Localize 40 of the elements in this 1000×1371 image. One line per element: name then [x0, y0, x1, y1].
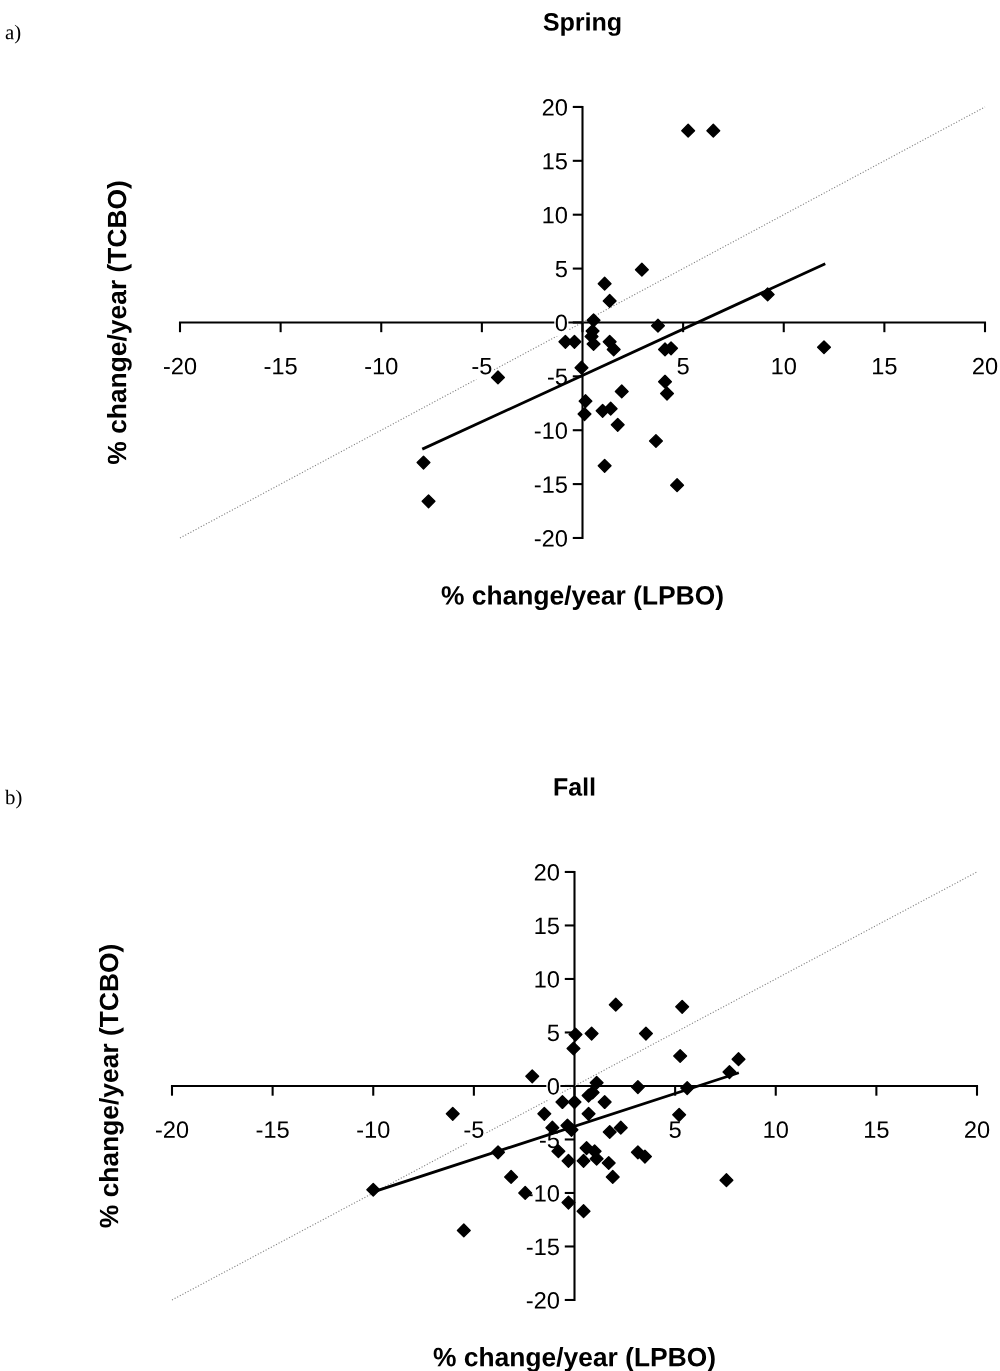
x-axis-title: % change/year (LPBO)	[433, 1347, 715, 1371]
x-tick-label: 5	[669, 1121, 681, 1139]
y-tick-label: -20	[534, 530, 567, 547]
x-tick-label: -10	[365, 357, 398, 375]
y-tick-label: -20	[526, 1292, 559, 1309]
x-tick-label: -15	[264, 358, 297, 375]
y-tick-label: 10	[535, 971, 559, 988]
y-tick-label: 0	[547, 1078, 559, 1095]
x-tick-label: -20	[155, 1121, 189, 1139]
chart-title: Fall	[554, 777, 595, 796]
x-tick-label: 20	[965, 1121, 990, 1139]
x-tick-label: -10	[357, 1121, 390, 1139]
y-tick-label: 15	[543, 153, 567, 170]
y-tick-label: 15	[535, 917, 559, 935]
x-tick-label: 10	[764, 1121, 788, 1139]
y-tick-label: 5	[547, 1024, 559, 1042]
x-tick-label: -5	[472, 358, 492, 375]
y-tick-label: -10	[534, 422, 567, 440]
y-tick-label: 20	[542, 99, 567, 116]
x-tick-label: -15	[256, 1121, 289, 1139]
x-tick-label: 15	[865, 1121, 889, 1139]
x-tick-label: 5	[677, 358, 689, 375]
text: a)	[5, 24, 21, 44]
y-tick-label: -15	[534, 476, 567, 493]
x-tick-label: -5	[464, 1121, 484, 1139]
y-tick-label: 20	[534, 864, 559, 881]
y-tick-label: 5	[555, 260, 567, 278]
chart-title: Spring	[543, 12, 621, 36]
x-axis-title: % change/year (LPBO)	[441, 585, 723, 611]
y-tick-label: -15	[526, 1238, 559, 1256]
text: b)	[5, 789, 22, 809]
y-tick-label: 10	[543, 206, 567, 224]
y-axis-title: % change/year (TCBO)	[106, 181, 132, 465]
y-axis-title: % change/year (TCBO)	[98, 945, 124, 1228]
x-tick-label: -20	[163, 357, 197, 375]
y-tick-label: 0	[555, 314, 567, 332]
x-tick-label: 15	[873, 358, 897, 375]
x-tick-label: 10	[772, 357, 796, 375]
x-tick-label: 20	[973, 357, 998, 375]
y-tick-label: -10	[526, 1185, 559, 1202]
